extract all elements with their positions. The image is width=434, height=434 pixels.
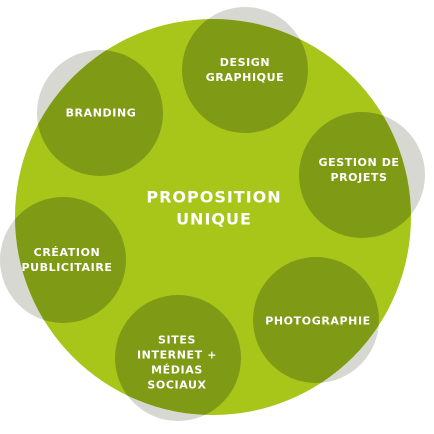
node-label-line: BRANDING (65, 106, 137, 120)
node-label-line: GESTION DE (318, 156, 400, 170)
node-label-gestion: GESTION DE PROJETS (318, 156, 399, 186)
center-label-line: UNIQUE (176, 209, 252, 228)
node-sites (115, 295, 241, 415)
node-label-line: PROJETS (330, 171, 388, 184)
center-label: PROPOSITION UNIQUE (146, 186, 281, 229)
node-design (182, 19, 308, 133)
node-label-creation: CRÉATION PUBLICITAIRE (21, 246, 112, 276)
node-label-line: PHOTOGRAPHIE (265, 314, 371, 328)
node-label-branding: BRANDING (66, 107, 137, 122)
node-label-line: MÉDIAS (151, 363, 203, 376)
node-label-line: GRAPHIQUE (205, 71, 285, 84)
node-creation (15, 197, 126, 323)
node-gestion (299, 112, 411, 238)
node-photographie (253, 257, 379, 383)
node-label-line: SITES (158, 333, 196, 347)
node-overlaps (15, 19, 411, 415)
node-label-photographie: PHOTOGRAPHIE (265, 315, 371, 330)
node-label-design: DESIGN GRAPHIQUE (206, 56, 285, 86)
node-label-line: PUBLICITAIRE (21, 261, 113, 274)
node-label-line: SOCIAUX (147, 377, 207, 391)
node-label-sites: SITES INTERNET + MÉDIAS SOCIAUX (137, 333, 217, 392)
node-label-line: CRÉATION (33, 246, 101, 260)
center-label-line: PROPOSITION (146, 187, 282, 207)
node-label-line: INTERNET + (136, 348, 218, 362)
node-label-line: DESIGN (219, 56, 271, 70)
